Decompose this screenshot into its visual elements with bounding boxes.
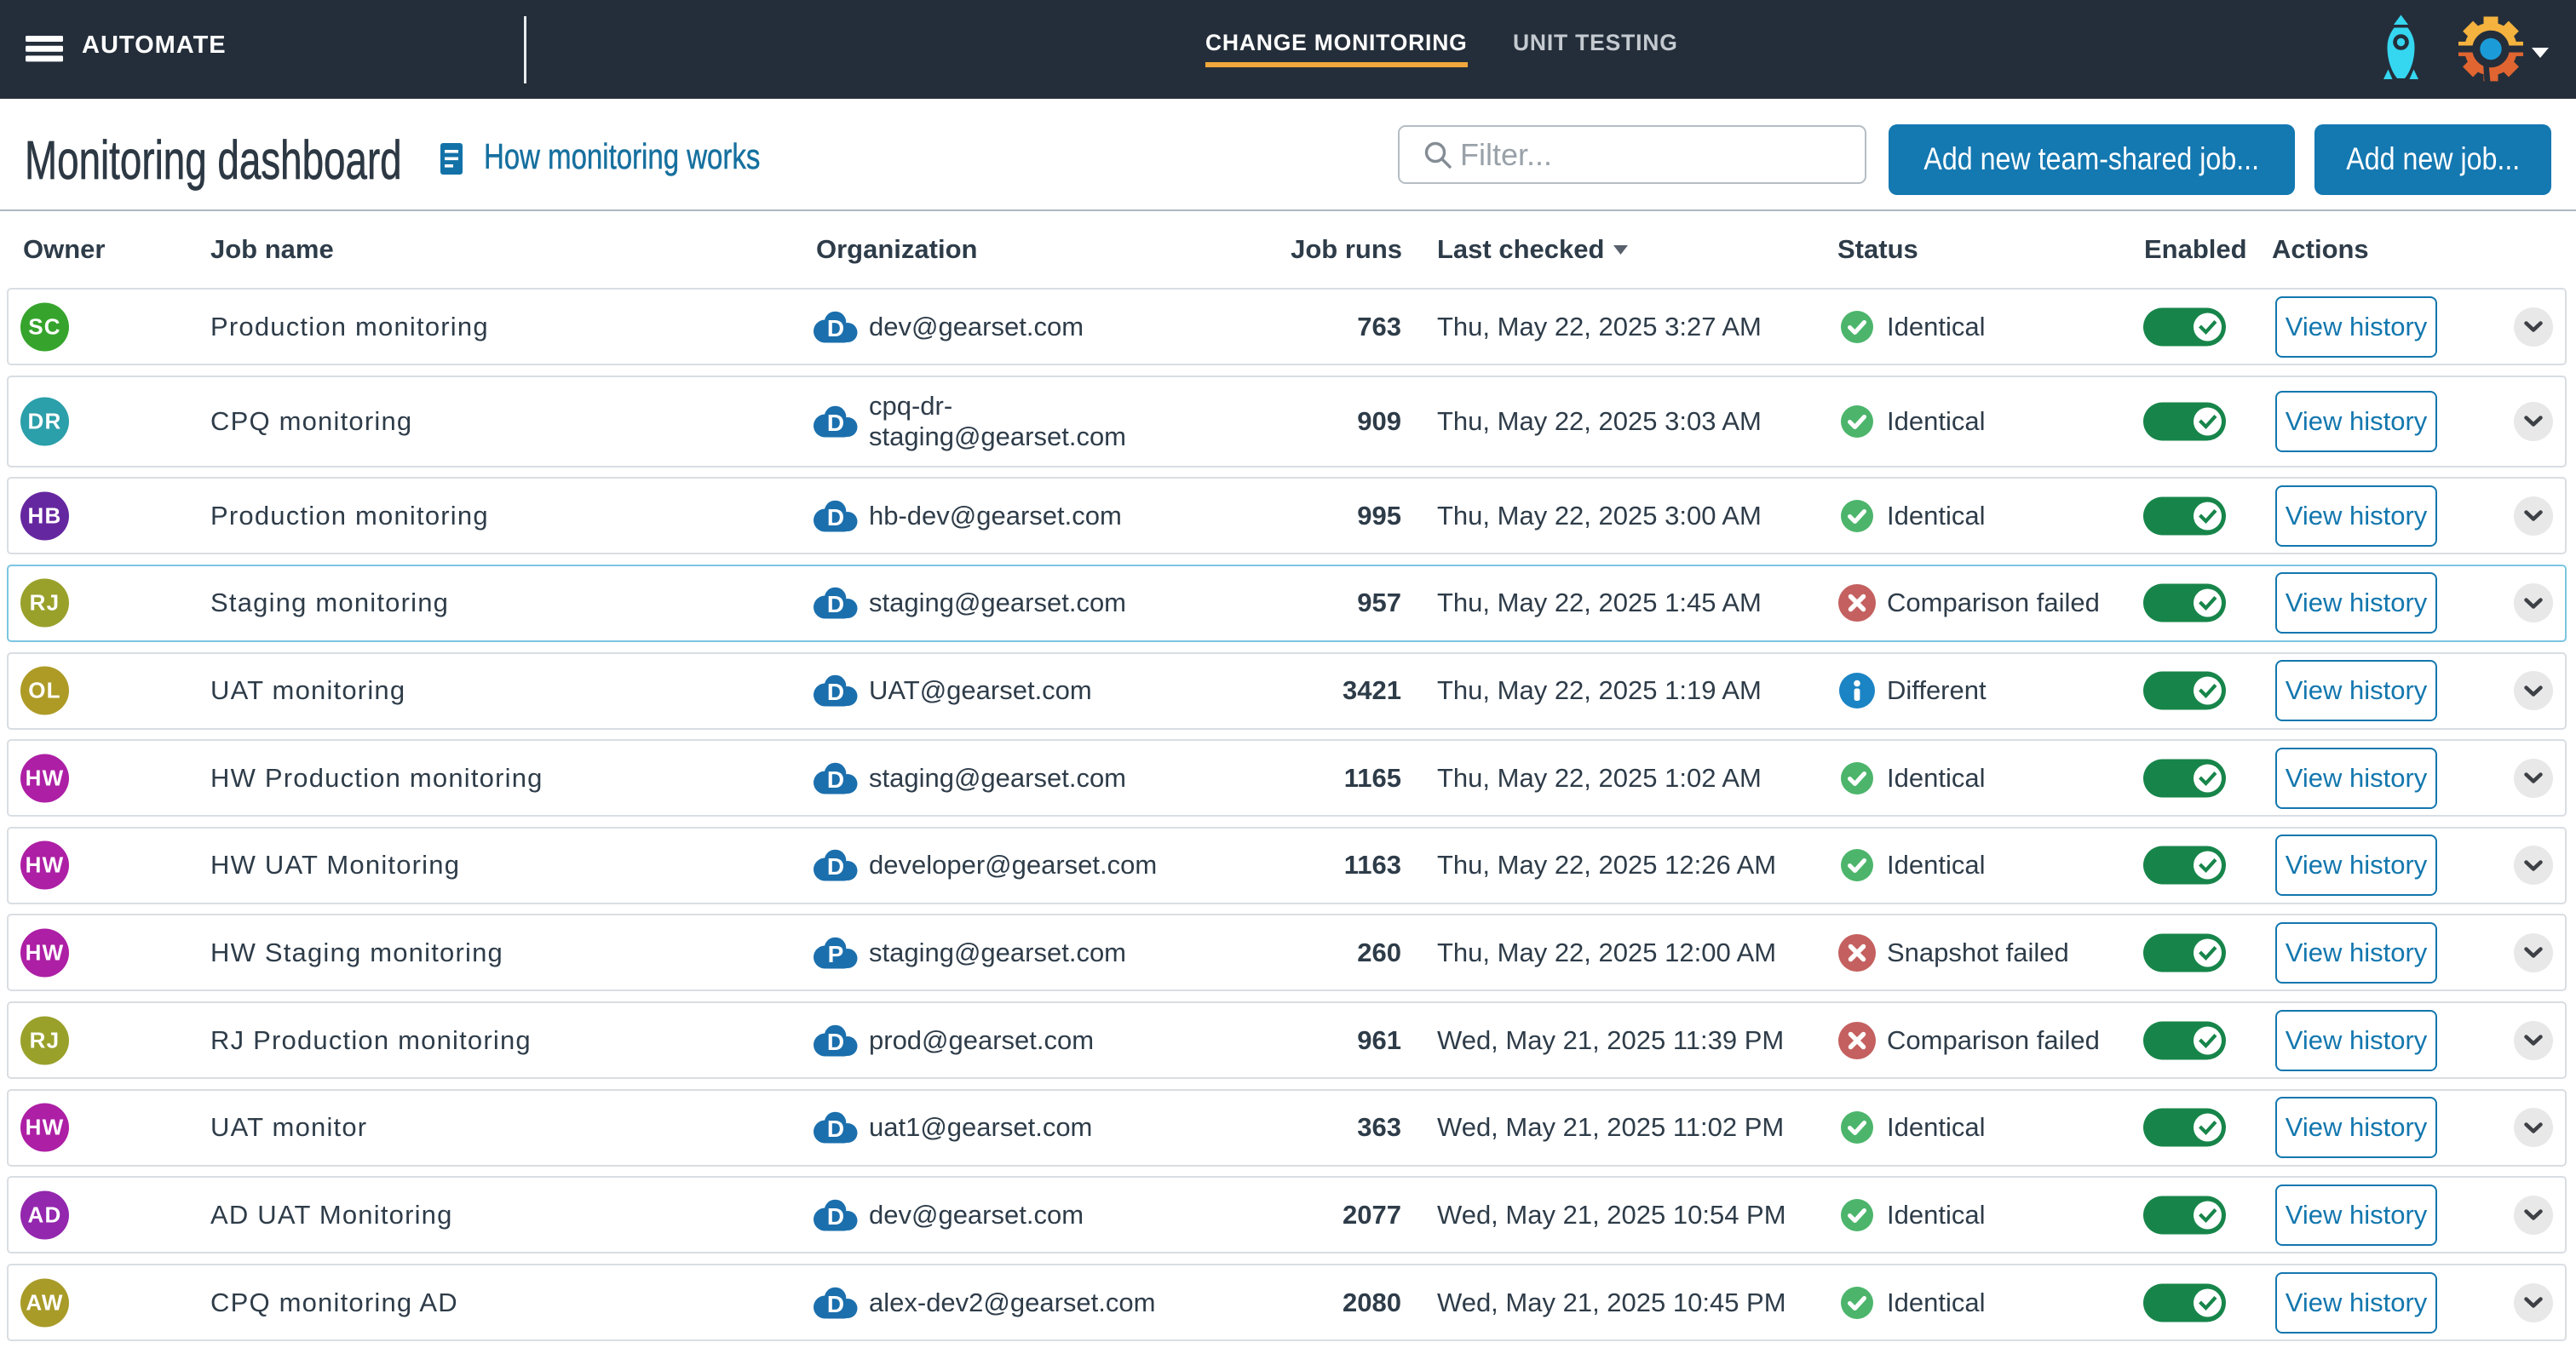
svg-text:D: D [827,679,844,705]
svg-text:P: P [828,941,844,967]
svg-text:D: D [827,1029,844,1055]
svg-text:D: D [827,1203,844,1230]
svg-text:D: D [827,592,844,618]
svg-text:D: D [827,766,844,793]
svg-text:D: D [827,315,844,341]
svg-text:D: D [827,1116,844,1142]
svg-text:D: D [827,1291,844,1317]
svg-text:D: D [827,410,844,436]
svg-text:D: D [827,854,844,881]
svg-text:D: D [827,504,844,531]
